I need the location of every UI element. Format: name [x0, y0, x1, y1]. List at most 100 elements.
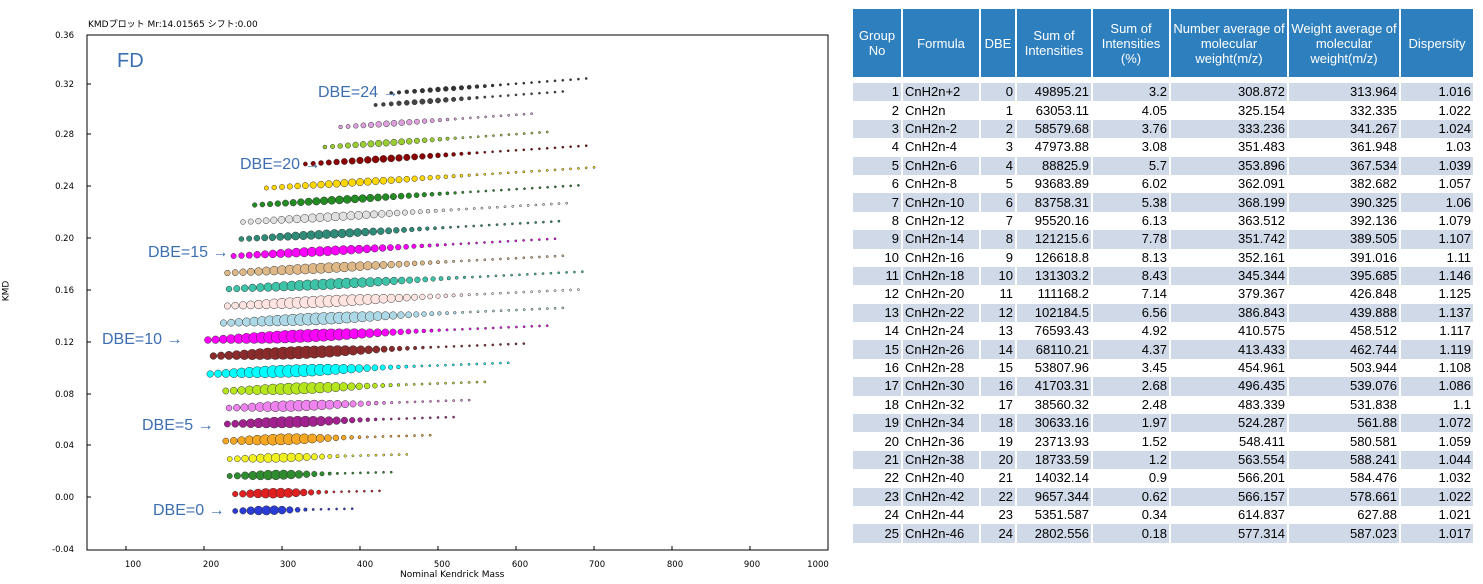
data-point	[453, 191, 457, 195]
data-point	[267, 201, 274, 208]
data-point	[515, 308, 518, 312]
cell-sum-intensities: 68110.21	[1017, 340, 1091, 359]
cell-number-average: 566.157	[1171, 487, 1287, 506]
data-point	[238, 301, 248, 310]
data-point	[483, 150, 487, 154]
data-point	[538, 290, 541, 293]
data-point	[499, 361, 502, 365]
cell-sum-intensities-pct: 6.56	[1093, 303, 1169, 323]
data-point	[335, 454, 340, 459]
data-point	[444, 399, 448, 403]
data-point	[378, 293, 389, 304]
data-point	[314, 230, 324, 240]
data-point	[241, 471, 250, 480]
data-point	[435, 86, 441, 93]
data-point	[460, 259, 463, 263]
data-point	[338, 382, 349, 392]
cell-dispersity: 1.039	[1401, 156, 1473, 175]
cell-dbe: 12	[981, 303, 1015, 323]
cell-weight-average: 588.241	[1289, 450, 1399, 470]
data-point	[459, 242, 463, 246]
data-point	[303, 507, 308, 512]
data-point	[354, 211, 363, 220]
data-point	[387, 244, 394, 251]
data-point	[475, 362, 479, 366]
data-point	[506, 94, 510, 97]
cell-formula: CnH2n-8	[903, 174, 979, 194]
cell-group-no: 4	[853, 138, 901, 157]
data-point	[246, 489, 255, 498]
data-point	[327, 196, 337, 205]
cell-number-average: 410.575	[1171, 322, 1287, 341]
data-point	[437, 118, 442, 123]
data-point	[467, 96, 472, 101]
data-point	[538, 169, 541, 173]
data-point	[397, 417, 401, 421]
data-point	[247, 218, 254, 225]
data-point	[441, 208, 446, 213]
data-point	[364, 156, 372, 164]
data-point	[387, 154, 395, 163]
data-point	[545, 91, 549, 95]
data-point	[247, 402, 257, 412]
cell-group-no: 12	[853, 285, 901, 304]
data-point	[502, 274, 506, 277]
data-point	[421, 118, 428, 124]
data-point	[466, 84, 472, 90]
data-point	[452, 345, 456, 348]
data-point	[419, 153, 426, 160]
cell-group-no: 19	[853, 414, 901, 433]
cell-group-no: 9	[853, 230, 901, 249]
data-point	[374, 453, 378, 457]
data-point	[484, 134, 488, 138]
cell-weight-average: 313.964	[1289, 83, 1399, 102]
data-point	[468, 344, 471, 348]
x-axis-label: Nominal Kendrick Mass	[400, 570, 505, 580]
data-point	[227, 318, 236, 327]
data-point	[411, 243, 417, 249]
data-point	[413, 192, 420, 198]
data-point	[443, 293, 449, 299]
data-point	[289, 199, 297, 207]
cell-dispersity: 1.086	[1401, 377, 1473, 396]
data-point	[495, 223, 499, 227]
dbe-summary-table: Group No Formula DBE Sum of Intensities …	[851, 9, 1475, 543]
data-point	[427, 152, 434, 159]
table-row: 17 CnH2n-30 16 41703.31 2.68 496.435 539.076 1.…	[853, 377, 1473, 396]
data-point	[398, 138, 406, 146]
data-point	[405, 417, 409, 420]
data-point	[419, 88, 425, 94]
cell-sum-intensities-pct: 0.62	[1093, 487, 1169, 506]
data-point	[460, 398, 463, 402]
data-point	[269, 505, 279, 515]
data-point	[451, 96, 457, 102]
data-point	[330, 144, 336, 149]
table-row: 6 CnH2n-8 5 93683.89 6.02 362.091 382.682 1.057	[853, 174, 1473, 194]
data-point	[419, 260, 425, 266]
cell-formula: CnH2n-38	[903, 450, 979, 470]
data-point	[538, 80, 541, 84]
data-point	[427, 175, 433, 181]
data-point	[403, 293, 411, 302]
data-point	[397, 311, 405, 319]
data-point	[403, 260, 410, 267]
data-point	[245, 251, 253, 259]
data-point	[546, 185, 549, 189]
data-point	[343, 507, 346, 511]
data-point	[561, 288, 565, 292]
cell-weight-average: 584.476	[1289, 469, 1399, 488]
data-point	[577, 184, 580, 187]
cell-formula: CnH2n-40	[903, 469, 979, 488]
data-point	[300, 214, 310, 223]
data-point	[397, 434, 401, 438]
data-point	[545, 80, 549, 83]
data-point	[491, 172, 494, 176]
table-row: 14 CnH2n-24 13 76593.43 4.92 410.575 458.512 1.…	[853, 322, 1473, 341]
cell-weight-average: 627.88	[1289, 505, 1399, 525]
cell-dispersity: 1.06	[1401, 193, 1473, 212]
data-point	[351, 454, 355, 458]
data-point	[381, 328, 390, 337]
data-point	[382, 453, 386, 457]
data-point	[490, 83, 495, 88]
data-point	[292, 214, 302, 224]
